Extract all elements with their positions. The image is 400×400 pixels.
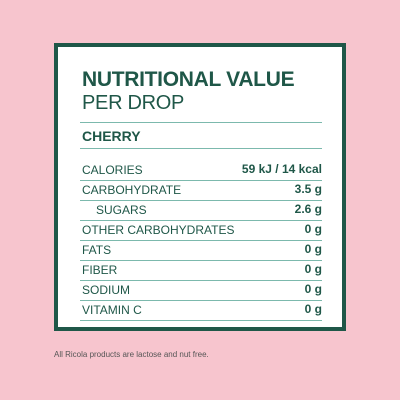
flavor-name: CHERRY [82, 128, 141, 144]
nutrient-value: 0 g [304, 262, 322, 276]
label-subtitle: PER DROP [82, 92, 185, 114]
nutrient-row-vitamin-c: VITAMIN C 0 g [80, 301, 322, 321]
nutrient-value: 0 g [304, 302, 322, 316]
nutrient-name: CARBOHYDRATE [82, 183, 182, 197]
divider [80, 148, 322, 149]
nutrient-value: 2.6 g [294, 202, 322, 216]
nutrient-row-calories: CALORIES 59 kJ / 14 kcal [80, 161, 322, 181]
nutrient-name: CALORIES [82, 163, 143, 177]
nutrient-row-fiber: FIBER 0 g [80, 261, 322, 281]
footnote: All Ricola products are lactose and nut … [54, 350, 209, 359]
nutrient-row-carbohydrate: CARBOHYDRATE 3.5 g [80, 181, 322, 201]
nutrient-row-other-carbohydrates: OTHER CARBOHYDRATES 0 g [80, 221, 322, 241]
nutrient-value: 0 g [304, 222, 322, 236]
nutrient-list: CALORIES 59 kJ / 14 kcal CARBOHYDRATE 3.… [80, 161, 322, 321]
nutrition-label-card: NUTRITIONAL VALUE PER DROP CHERRY CALORI… [54, 43, 346, 331]
label-title: NUTRITIONAL VALUE [82, 68, 295, 91]
nutrient-name: OTHER CARBOHYDRATES [82, 223, 235, 237]
nutrient-name: FIBER [82, 263, 118, 277]
nutrient-row-sodium: SODIUM 0 g [80, 281, 322, 301]
nutrient-name: FATS [82, 243, 112, 257]
nutrient-row-fats: FATS 0 g [80, 241, 322, 261]
nutrient-name: VITAMIN C [82, 303, 142, 317]
nutrient-name: SODIUM [82, 283, 130, 297]
nutrient-value: 0 g [304, 242, 322, 256]
nutrient-value: 59 kJ / 14 kcal [241, 162, 322, 176]
nutrient-value: 0 g [304, 282, 322, 296]
nutrient-value: 3.5 g [294, 182, 322, 196]
nutrient-row-sugars: SUGARS 2.6 g [80, 201, 322, 221]
divider [80, 122, 322, 123]
nutrient-name: SUGARS [96, 203, 147, 217]
